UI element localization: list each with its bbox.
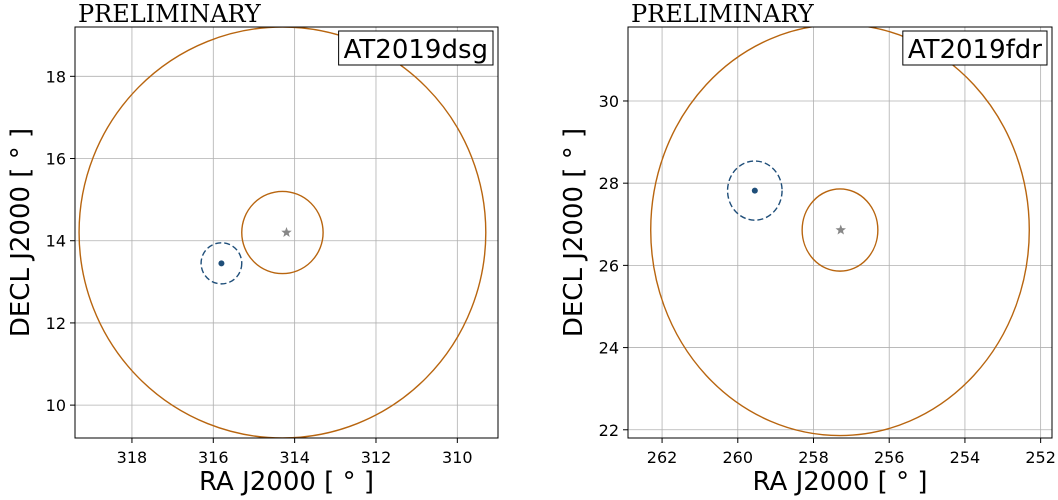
x-tick-label: 258: [798, 448, 829, 467]
x-tick-label: 252: [1025, 448, 1056, 467]
axes-frame: [627, 26, 1053, 439]
x-tick-label: 310: [442, 448, 473, 467]
y-tick-label: 12: [46, 314, 66, 333]
y-tick-label: 14: [46, 232, 66, 251]
x-axis-label: RA J2000 [ ° ]: [753, 467, 928, 497]
y-tick-label: 24: [599, 339, 619, 358]
y-tick-label: 30: [599, 92, 619, 111]
y-tick-label: 26: [599, 256, 619, 275]
x-tick-label: 318: [117, 448, 148, 467]
plot-area: [650, 27, 1030, 437]
y-tick-label: 16: [46, 150, 66, 169]
x-tick-label: 256: [874, 448, 905, 467]
preliminary-watermark: PRELIMINARY: [78, 0, 262, 28]
x-tick-label: 314: [279, 448, 310, 467]
y-tick-label: 22: [599, 421, 619, 440]
y-axis-label: DECL J2000 [ ° ]: [559, 128, 589, 337]
title-box: [338, 30, 494, 66]
source-star: [281, 227, 292, 237]
neutrino-point: [218, 260, 225, 267]
error-circle: [801, 188, 879, 272]
x-tick-label: 316: [198, 448, 229, 467]
y-axis-label: DECL J2000 [ ° ]: [6, 128, 36, 337]
y-tick-label: 18: [46, 67, 66, 86]
y-tick-label: 28: [599, 174, 619, 193]
x-tick-label: 260: [723, 448, 754, 467]
x-tick-label: 312: [361, 448, 392, 467]
chart-title: AT2019fdr: [908, 35, 1042, 65]
x-tick-label: 262: [647, 448, 678, 467]
error-circle: [241, 190, 324, 275]
neutrino-circle: [726, 160, 783, 221]
plot-area: [78, 27, 487, 438]
x-axis-label: RA J2000 [ ° ]: [199, 467, 374, 497]
chart-panel-1: 318 316 314 312 310 10 12 14 16 18 RA J2000 [ ° ] D…: [6, 0, 499, 497]
source-star: [835, 224, 846, 235]
axes-frame: [74, 26, 499, 439]
y-tick-label: 10: [46, 396, 66, 415]
chart-title: AT2019dsg: [344, 35, 488, 65]
chart-panel-2: 262 260 258 256 254 252 22 24 26 28 30 RA J2000 [ °…: [559, 0, 1056, 497]
title-box: [902, 30, 1048, 66]
preliminary-watermark: PRELIMINARY: [631, 0, 815, 28]
neutrino-point: [751, 187, 758, 194]
neutrino-circle: [200, 242, 243, 285]
error-circle: [78, 27, 487, 438]
x-tick-label: 254: [950, 448, 981, 467]
error-circle: [650, 27, 1030, 437]
